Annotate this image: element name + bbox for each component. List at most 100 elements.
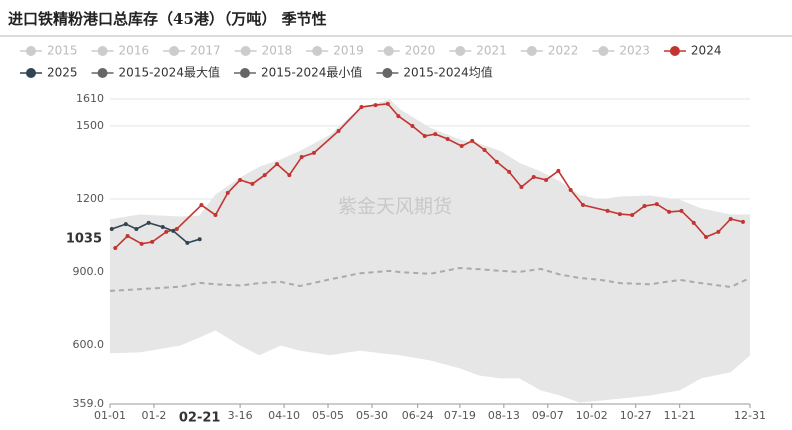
legend-marker bbox=[382, 68, 393, 78]
watermark: 紫金天风期货 bbox=[338, 196, 452, 218]
legend-marker bbox=[239, 68, 250, 78]
x-tick-label: 08-13 bbox=[488, 409, 520, 422]
max-line bbox=[109, 99, 750, 221]
legend-marker bbox=[383, 46, 394, 56]
point bbox=[150, 239, 155, 244]
point bbox=[445, 136, 450, 141]
point bbox=[113, 245, 118, 250]
x-tick-label: 01-2 bbox=[141, 409, 166, 422]
x-tick-label: 01-01 bbox=[94, 409, 126, 422]
point bbox=[470, 138, 475, 143]
legend-item[interactable]: 2018 bbox=[234, 44, 293, 58]
point bbox=[275, 162, 280, 167]
point bbox=[164, 229, 169, 234]
legend-item[interactable]: 2015 bbox=[20, 44, 78, 58]
legend: 2015 2016 2017 2018 2019 2020 2021 2022 2023 2024… bbox=[20, 44, 721, 80]
plot-area: 359.0 600.0 900.0 1200 1500 1610 01-01 01-2 3-16… bbox=[66, 92, 766, 426]
x-tick-label: 06-24 bbox=[402, 409, 434, 422]
legend-item[interactable]: 2015-2024最大值 bbox=[91, 65, 220, 80]
x-tick-label: 04-10 bbox=[268, 409, 300, 422]
series-line bbox=[114, 103, 744, 249]
legend-marker bbox=[240, 46, 251, 56]
x-tick-label: 3-16 bbox=[228, 409, 253, 422]
point bbox=[716, 229, 721, 234]
x-tick-label: 09-07 bbox=[532, 409, 564, 422]
point bbox=[433, 132, 438, 137]
legend-marker bbox=[312, 46, 323, 56]
point bbox=[568, 187, 573, 192]
legend-label: 2015-2024最大值 bbox=[119, 65, 220, 80]
point bbox=[691, 220, 696, 225]
legend-item[interactable]: 2024 bbox=[663, 44, 722, 58]
y-tick-label: 600.0 bbox=[73, 338, 105, 351]
legend-item[interactable]: 2015-2024均值 bbox=[376, 65, 493, 80]
point bbox=[482, 147, 487, 152]
legend-marker bbox=[97, 68, 108, 78]
legend-label: 2015 bbox=[47, 44, 78, 58]
legend-label: 2017 bbox=[190, 44, 221, 58]
legend-item[interactable]: 2019 bbox=[306, 44, 364, 58]
point bbox=[385, 101, 390, 106]
point bbox=[396, 114, 401, 119]
y-tick-label: 1200 bbox=[76, 192, 104, 205]
point bbox=[197, 237, 202, 242]
legend-item[interactable]: 2025 bbox=[20, 66, 78, 80]
legend-label: 2015-2024均值 bbox=[403, 65, 492, 80]
x-tick-label: 12-31 bbox=[734, 409, 766, 422]
point bbox=[134, 226, 139, 231]
point bbox=[507, 169, 512, 174]
point bbox=[359, 105, 364, 110]
legend-item[interactable]: 2017 bbox=[163, 44, 221, 58]
legend-item[interactable]: 2021 bbox=[449, 44, 507, 58]
legend-label: 2019 bbox=[333, 44, 364, 58]
point bbox=[125, 234, 130, 239]
point bbox=[605, 208, 610, 213]
min-line bbox=[109, 329, 751, 403]
legend-label: 2022 bbox=[548, 44, 579, 58]
legend-label: 2021 bbox=[476, 44, 507, 58]
point bbox=[617, 212, 622, 217]
y-tick-label: 1500 bbox=[76, 119, 104, 132]
point bbox=[213, 213, 218, 218]
legend-item[interactable]: 2022 bbox=[520, 44, 579, 58]
legend-marker bbox=[26, 46, 36, 56]
x-tick-label: 10-02 bbox=[576, 409, 608, 422]
point bbox=[250, 181, 255, 186]
point bbox=[160, 224, 165, 229]
legend-marker bbox=[169, 46, 180, 56]
min-band bbox=[110, 329, 750, 404]
legend-item[interactable]: 2023 bbox=[592, 44, 650, 58]
point bbox=[679, 208, 684, 213]
point bbox=[580, 203, 585, 208]
point bbox=[459, 144, 464, 149]
point bbox=[139, 241, 144, 246]
x-pointer-label: 02-21 bbox=[179, 411, 221, 426]
x-tick-label: 05-05 bbox=[312, 409, 344, 422]
y-tick-label: 359.0 bbox=[73, 397, 105, 410]
point bbox=[667, 209, 672, 214]
legend-label: 2018 bbox=[262, 44, 293, 58]
y-tick-label: 900.0 bbox=[73, 265, 105, 278]
legend-marker bbox=[598, 46, 609, 56]
legend-item[interactable]: 2015-2024最小值 bbox=[233, 65, 362, 80]
legend-label: 2015-2024最小值 bbox=[261, 65, 362, 80]
point bbox=[174, 226, 179, 231]
legend-item[interactable]: 2020 bbox=[377, 44, 436, 58]
legend-marker bbox=[97, 46, 108, 56]
mean-line bbox=[109, 266, 751, 292]
point bbox=[630, 213, 635, 218]
point bbox=[740, 219, 745, 224]
point bbox=[642, 204, 647, 209]
point bbox=[494, 159, 499, 164]
legend-label: 2016 bbox=[119, 44, 150, 58]
x-tick-label: 07-19 bbox=[444, 409, 476, 422]
point bbox=[199, 203, 204, 208]
point bbox=[654, 202, 659, 207]
point bbox=[185, 240, 190, 245]
legend-label: 2025 bbox=[47, 66, 78, 80]
x-tick-label: 05-30 bbox=[356, 409, 388, 422]
point bbox=[311, 150, 316, 155]
legend-item[interactable]: 2016 bbox=[91, 44, 150, 58]
point bbox=[728, 216, 733, 221]
legend-marker bbox=[26, 68, 36, 78]
